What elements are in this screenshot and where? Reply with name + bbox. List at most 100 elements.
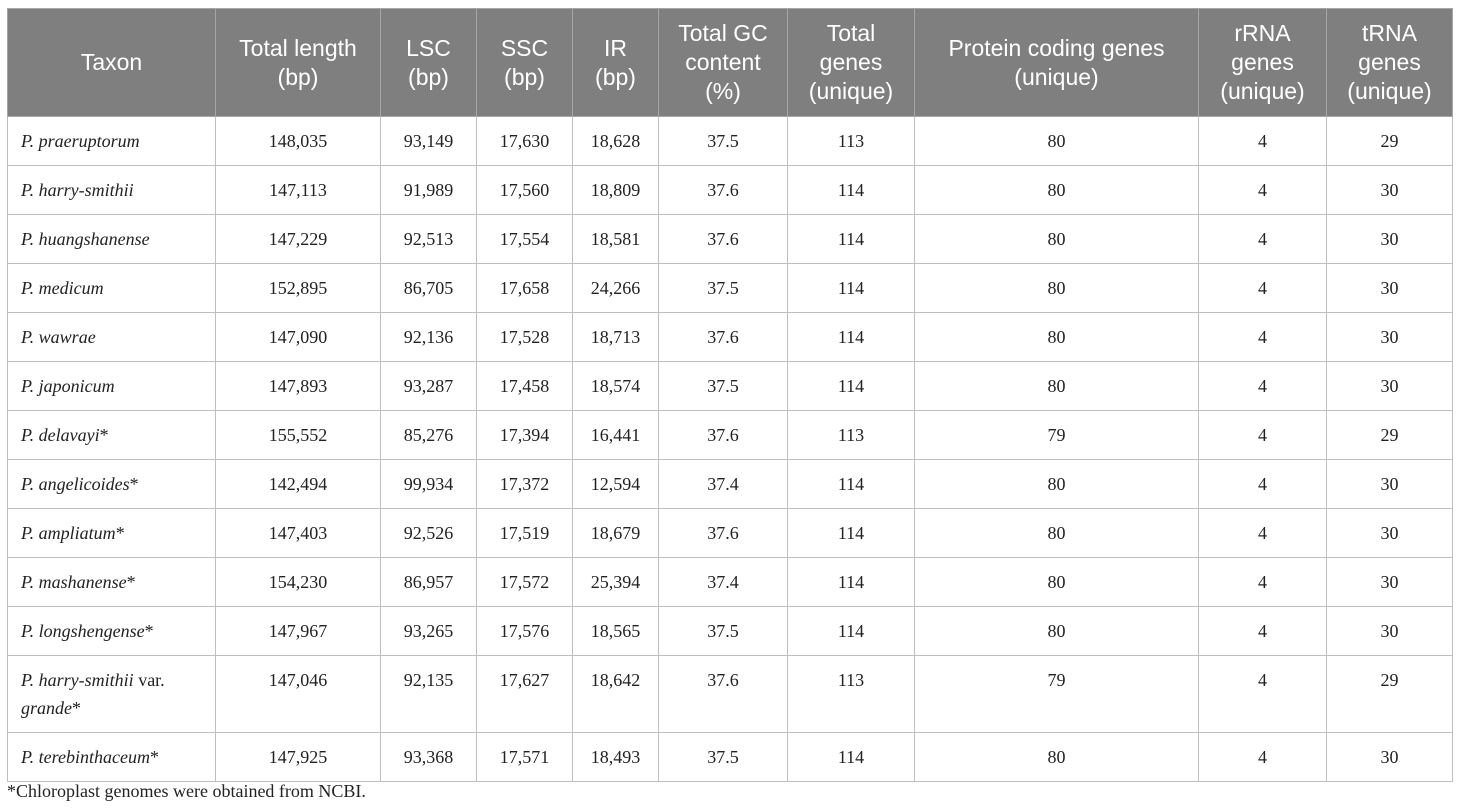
table-cell: 85,276	[380, 410, 477, 460]
table-cell: 114	[787, 312, 915, 362]
taxon-suffix: var.	[133, 670, 165, 690]
table-cell: 17,630	[476, 116, 573, 166]
table-cell: 30	[1326, 459, 1453, 509]
ncbi-footnote-mark: *	[115, 523, 125, 543]
table-cell: 18,642	[572, 655, 659, 733]
table-row: P. japonicum 147,893 93,287 17,458 18,574 37.…	[7, 361, 1453, 411]
table-cell: 4	[1198, 655, 1327, 733]
table-cell: 4	[1198, 606, 1327, 656]
table-cell: 114	[787, 165, 915, 215]
table-cell: 30	[1326, 263, 1453, 313]
header-protein-coding-genes: Protein coding genes (unique)	[914, 8, 1199, 117]
table-row: P. harry-smithii var. grande* 147,046 92,13…	[7, 655, 1453, 733]
table-cell: 80	[914, 606, 1199, 656]
table-cell: 30	[1326, 508, 1453, 558]
table-cell: 25,394	[572, 557, 659, 607]
table-cell: 113	[787, 116, 915, 166]
table-cell: 80	[914, 214, 1199, 264]
table-cell: 17,394	[476, 410, 573, 460]
table-cell: 30	[1326, 606, 1453, 656]
table-cell: 113	[787, 655, 915, 733]
footnote: *Chloroplast genomes were obtained from …	[7, 781, 366, 801]
taxon-name: P. angelicoides	[21, 474, 130, 494]
taxon-cell: P. terebinthaceum*	[7, 732, 216, 782]
table-cell: 30	[1326, 312, 1453, 362]
table-cell: 18,628	[572, 116, 659, 166]
taxon-cell: P. huangshanense	[7, 214, 216, 264]
table-cell: 4	[1198, 116, 1327, 166]
table-cell: 147,229	[215, 214, 381, 264]
data-table-container: Taxon Total length (bp) LSC (bp) SSC (bp…	[7, 8, 1453, 782]
ncbi-footnote-mark: *	[149, 747, 159, 767]
table-cell: 79	[914, 655, 1199, 733]
table-cell: 92,526	[380, 508, 477, 558]
table-cell: 154,230	[215, 557, 381, 607]
table-cell: 114	[787, 732, 915, 782]
taxon-cell: P. medicum	[7, 263, 216, 313]
taxon-name: P. terebinthaceum	[21, 747, 150, 767]
table-cell: 148,035	[215, 116, 381, 166]
table-cell: 37.5	[658, 116, 788, 166]
table-cell: 91,989	[380, 165, 477, 215]
header-ssc: SSC (bp)	[476, 8, 573, 117]
ncbi-footnote-mark: *	[144, 621, 154, 641]
taxon-name: P. medicum	[21, 278, 104, 298]
table-cell: 142,494	[215, 459, 381, 509]
table-cell: 4	[1198, 508, 1327, 558]
table-row: P. harry-smithii 147,113 91,989 17,560 18,80…	[7, 165, 1453, 215]
table-cell: 79	[914, 410, 1199, 460]
table-row: P. medicum 152,895 86,705 17,658 24,266 37.5 1…	[7, 263, 1453, 313]
table-cell: 18,565	[572, 606, 659, 656]
table-cell: 114	[787, 606, 915, 656]
taxon-cell: P. ampliatum*	[7, 508, 216, 558]
taxon-cell: P. praeruptorum	[7, 116, 216, 166]
table-cell: 80	[914, 557, 1199, 607]
table-cell: 4	[1198, 459, 1327, 509]
table-cell: 114	[787, 459, 915, 509]
taxon-name: P. longshengense	[21, 621, 145, 641]
table-cell: 37.5	[658, 263, 788, 313]
taxon-cell: P. japonicum	[7, 361, 216, 411]
table-cell: 18,809	[572, 165, 659, 215]
table-cell: 24,266	[572, 263, 659, 313]
chloroplast-genome-table: Taxon Total length (bp) LSC (bp) SSC (bp…	[7, 8, 1453, 782]
taxon-name: P. harry-smithii	[21, 180, 134, 200]
table-cell: 30	[1326, 361, 1453, 411]
table-cell: 16,441	[572, 410, 659, 460]
table-cell: 30	[1326, 732, 1453, 782]
table-cell: 86,705	[380, 263, 477, 313]
table-cell: 29	[1326, 410, 1453, 460]
taxon-cell: P. delavayi*	[7, 410, 216, 460]
table-cell: 93,149	[380, 116, 477, 166]
table-cell: 80	[914, 508, 1199, 558]
table-cell: 37.6	[658, 655, 788, 733]
table-cell: 147,967	[215, 606, 381, 656]
table-cell: 29	[1326, 655, 1453, 733]
header-gc-content: Total GC content (%)	[658, 8, 788, 117]
table-cell: 18,713	[572, 312, 659, 362]
taxon-name: P. harry-smithii	[21, 670, 134, 690]
table-cell: 37.5	[658, 361, 788, 411]
table-cell: 80	[914, 263, 1199, 313]
table-cell: 17,560	[476, 165, 573, 215]
taxon-name: P. praeruptorum	[21, 131, 140, 151]
table-body: P. praeruptorum 148,035 93,149 17,630 18,628…	[7, 116, 1453, 782]
table-cell: 37.6	[658, 214, 788, 264]
header-ir: IR (bp)	[572, 8, 659, 117]
header-rrna-genes: rRNA genes (unique)	[1198, 8, 1327, 117]
table-cell: 4	[1198, 361, 1327, 411]
taxon-name-continued: grande	[21, 698, 72, 718]
table-cell: 86,957	[380, 557, 477, 607]
table-cell: 17,519	[476, 508, 573, 558]
table-cell: 12,594	[572, 459, 659, 509]
header-total-length: Total length (bp)	[215, 8, 381, 117]
taxon-cell: P. harry-smithii	[7, 165, 216, 215]
table-cell: 92,513	[380, 214, 477, 264]
header-total-genes: Total genes (unique)	[787, 8, 915, 117]
taxon-cell: P. mashanense*	[7, 557, 216, 607]
table-cell: 4	[1198, 263, 1327, 313]
table-row: P. mashanense* 154,230 86,957 17,572 25,394 3…	[7, 557, 1453, 607]
table-row: P. ampliatum* 147,403 92,526 17,519 18,679 37…	[7, 508, 1453, 558]
table-cell: 147,046	[215, 655, 381, 733]
table-cell: 18,581	[572, 214, 659, 264]
